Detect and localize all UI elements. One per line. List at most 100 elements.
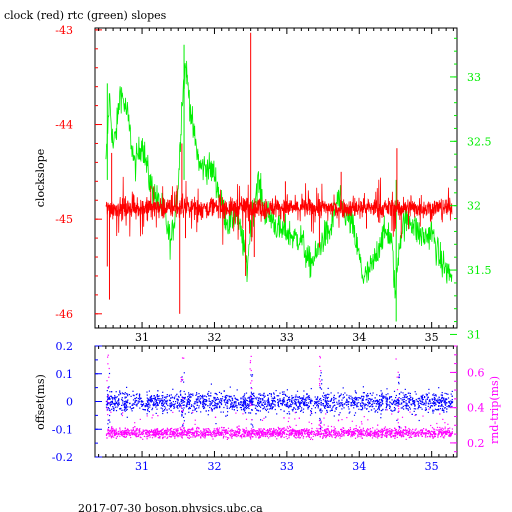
rndtrip-outlier (319, 422, 321, 424)
rndtrip-point (354, 433, 357, 435)
rndtrip-point (169, 428, 172, 430)
offset-point (350, 404, 352, 406)
offset-point (274, 404, 276, 406)
offset-point (380, 417, 382, 419)
rndtrip-outlier (106, 400, 108, 402)
offset-point (356, 404, 358, 406)
rndtrip-point (132, 427, 134, 429)
rndtrip-point (288, 434, 290, 436)
offset-point (184, 396, 186, 398)
offset-point (444, 407, 446, 409)
rndtrip-point (259, 436, 261, 438)
rndtrip-point (444, 430, 446, 432)
rndtrip-point (206, 431, 208, 433)
offset-point (333, 398, 335, 400)
rndtrip-point (360, 431, 362, 433)
offset-point (297, 396, 299, 398)
offset-point (305, 399, 307, 401)
rndtrip-point (269, 428, 271, 430)
offset-point (305, 397, 307, 399)
rndtrip-point (167, 430, 169, 432)
rndtrip-point (408, 427, 410, 430)
left-tick-label: -44 (55, 119, 73, 132)
rndtrip-point (353, 432, 355, 434)
offset-point (215, 423, 217, 425)
offset-point (220, 403, 223, 405)
offset-point (382, 408, 384, 411)
rndtrip-point (262, 434, 264, 436)
offset-outlier (251, 375, 253, 377)
rndtrip-point (368, 434, 371, 436)
offset-point (294, 403, 296, 405)
rndtrip-point (212, 434, 214, 436)
rndtrip-point (359, 430, 362, 432)
offset-point (175, 401, 177, 403)
rndtrip-point (262, 432, 264, 434)
rndtrip-point (354, 432, 356, 434)
offset-point (150, 395, 153, 397)
offset-point (111, 400, 113, 402)
offset-outlier (320, 388, 323, 390)
rndtrip-point (285, 435, 287, 438)
rndtrip-point (340, 435, 342, 437)
rndtrip-point (384, 434, 386, 436)
offset-point (350, 402, 352, 404)
rndtrip-point (328, 435, 331, 437)
rndtrip-point (296, 430, 298, 432)
offset-point (126, 408, 128, 411)
offset-point (118, 399, 120, 401)
rndtrip-point (285, 433, 287, 435)
offset-point (268, 401, 270, 403)
offset-point (126, 416, 128, 418)
rndtrip-point (156, 434, 158, 436)
offset-point (135, 404, 137, 406)
offset-point (161, 399, 163, 401)
offset-outlier (250, 400, 252, 402)
offset-point (204, 398, 206, 401)
rndtrip-point (375, 436, 377, 438)
rndtrip-point (280, 430, 282, 432)
offset-point (286, 405, 288, 408)
rndtrip-point (320, 429, 322, 431)
rndtrip-outlier (318, 378, 320, 380)
rndtrip-point (278, 432, 280, 434)
offset-point (113, 397, 115, 399)
rndtrip-point (420, 434, 422, 436)
offset-point (292, 402, 294, 404)
offset-point (330, 392, 332, 394)
rndtrip-point (444, 435, 446, 437)
offset-point (149, 397, 151, 399)
offset-point (226, 405, 228, 407)
offset-point (306, 396, 308, 398)
offset-point (352, 401, 354, 403)
offset-point (168, 395, 170, 397)
rndtrip-point (385, 430, 388, 432)
rndtrip-point (273, 430, 275, 433)
rndtrip-point (450, 435, 452, 437)
offset-point (378, 404, 380, 406)
offset-point (387, 393, 389, 395)
left-tick-label: -0.2 (52, 451, 73, 464)
rndtrip-point (239, 435, 241, 437)
rndtrip-point (386, 435, 388, 437)
offset-point (113, 409, 115, 412)
offset-point (226, 414, 228, 416)
offset-point (166, 401, 168, 403)
offset-point (207, 393, 209, 395)
rndtrip-point (214, 430, 216, 432)
rndtrip-point (358, 434, 360, 436)
rndtrip-point (176, 429, 178, 431)
offset-point (258, 402, 260, 404)
rndtrip-point (354, 430, 357, 432)
offset-point (143, 409, 145, 411)
offset-point (255, 398, 257, 400)
rndtrip-point (136, 432, 138, 434)
offset-point (405, 406, 407, 408)
rndtrip-point (244, 430, 246, 432)
offset-point (152, 398, 154, 400)
rndtrip-point (223, 427, 225, 429)
rndtrip-point (212, 431, 214, 433)
rndtrip-outlier (108, 367, 110, 370)
offset-point (303, 404, 305, 406)
rndtrip-point (409, 411, 411, 413)
